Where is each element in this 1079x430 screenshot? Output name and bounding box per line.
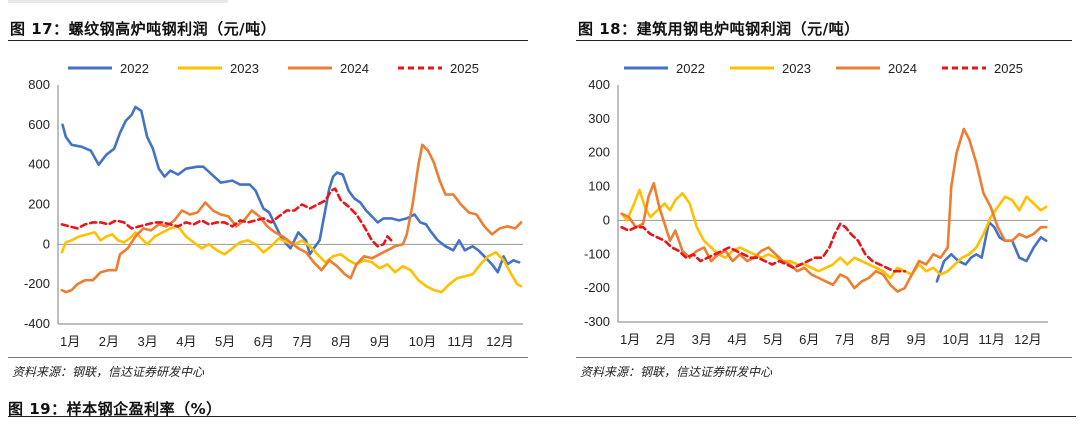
x-tick-label: 9月 xyxy=(907,332,927,347)
y-tick-label: -300 xyxy=(584,314,610,329)
x-tick-label: 8月 xyxy=(871,332,891,347)
x-tick-label: 11月 xyxy=(448,334,475,349)
y-tick-label: -200 xyxy=(24,276,50,291)
series-line-2025 xyxy=(60,187,393,248)
figure-18-source-rule xyxy=(576,357,1072,358)
x-tick-label: 1月 xyxy=(620,332,640,347)
legend-label: 2025 xyxy=(994,61,1023,76)
legend-label: 2024 xyxy=(888,61,917,76)
legend-label: 2023 xyxy=(230,61,259,76)
x-tick-label: 5月 xyxy=(763,332,783,347)
y-tick-label: -200 xyxy=(584,280,610,295)
figure-17-title: 图 17：螺纹钢高炉吨钢利润（元/吨） xyxy=(10,20,277,38)
x-tick-label: 12月 xyxy=(486,334,513,349)
series-line-2022 xyxy=(935,220,1048,283)
y-tick-label: 600 xyxy=(28,117,50,132)
x-tick-label: 7月 xyxy=(293,334,313,349)
series-line-2025 xyxy=(620,222,906,273)
figure-18-title: 图 18：建筑用钢电炉吨钢利润（元/吨） xyxy=(578,20,860,38)
legend-label: 2022 xyxy=(676,61,705,76)
legend-label: 2023 xyxy=(782,61,811,76)
series-line-2023 xyxy=(60,225,523,294)
x-tick-label: 4月 xyxy=(728,332,748,347)
x-tick-label: 3月 xyxy=(692,332,712,347)
x-tick-label: 9月 xyxy=(370,334,390,349)
figure-17-panel: 图 17：螺纹钢高炉吨钢利润（元/吨） -400 -200 0 200 400 600 80… xyxy=(8,0,528,385)
y-tick-label: 400 xyxy=(588,77,610,92)
figure-19-title-rule xyxy=(8,416,1076,417)
figure-17-source-rule xyxy=(8,357,528,358)
x-tick-label: 10月 xyxy=(409,334,436,349)
y-tick-label: 200 xyxy=(588,145,610,160)
x-tick-label: 2月 xyxy=(656,332,676,347)
x-tick-label: 12月 xyxy=(1014,332,1041,347)
x-tick-label: 1月 xyxy=(60,334,80,349)
x-tick-label: 7月 xyxy=(835,332,855,347)
series-line-2023 xyxy=(620,188,1048,280)
series-line-2024 xyxy=(60,143,523,294)
y-tick-label: 300 xyxy=(588,111,610,126)
top-cropped-text-strip xyxy=(8,0,228,3)
y-tick-label: -400 xyxy=(24,316,50,331)
x-tick-label: 6月 xyxy=(799,332,819,347)
figure-17-title-rule xyxy=(8,40,528,41)
y-tick-label: 100 xyxy=(588,179,610,194)
x-tick-label: 5月 xyxy=(215,334,235,349)
x-tick-label: 6月 xyxy=(254,334,274,349)
figure-18-title-rule xyxy=(576,40,1072,41)
y-tick-label: 200 xyxy=(28,197,50,212)
figure-17-source: 资料来源：钢联，信达证券研发中心 xyxy=(12,365,205,379)
x-tick-label: 4月 xyxy=(176,334,196,349)
series-line-2024 xyxy=(620,127,1048,293)
figure-19-title: 图 19：样本钢企盈利率（%） xyxy=(8,400,222,418)
x-tick-label: 11月 xyxy=(978,332,1005,347)
figure-18-source: 资料来源：钢联，信达证券研发中心 xyxy=(580,365,773,379)
legend-label: 2025 xyxy=(450,61,479,76)
legend-label: 2024 xyxy=(340,61,369,76)
y-tick-label: 800 xyxy=(28,77,50,92)
legend-label: 2022 xyxy=(120,61,149,76)
series-line-2022 xyxy=(61,105,521,274)
x-tick-label: 3月 xyxy=(138,334,158,349)
x-tick-label: 2月 xyxy=(99,334,119,349)
figure-18-panel: 图 18：建筑用钢电炉吨钢利润（元/吨） -300 -200 -100 0 100 200… xyxy=(576,0,1079,385)
x-tick-label: 8月 xyxy=(331,334,351,349)
y-tick-label: -100 xyxy=(584,246,610,261)
y-tick-label: 0 xyxy=(603,212,610,227)
figure-18-chart: -300 -200 -100 0 100 200 300 400 1月 2月 3月 4月 5月 6月 7月 8… xyxy=(584,61,1048,347)
x-tick-label: 10月 xyxy=(943,332,970,347)
figure-17-chart: -400 -200 0 200 400 600 800 1月 2月 3月 4月 5月 6月 7月 8月 9月 1… xyxy=(24,61,523,349)
y-tick-label: 400 xyxy=(28,157,50,172)
y-tick-label: 0 xyxy=(43,236,50,251)
